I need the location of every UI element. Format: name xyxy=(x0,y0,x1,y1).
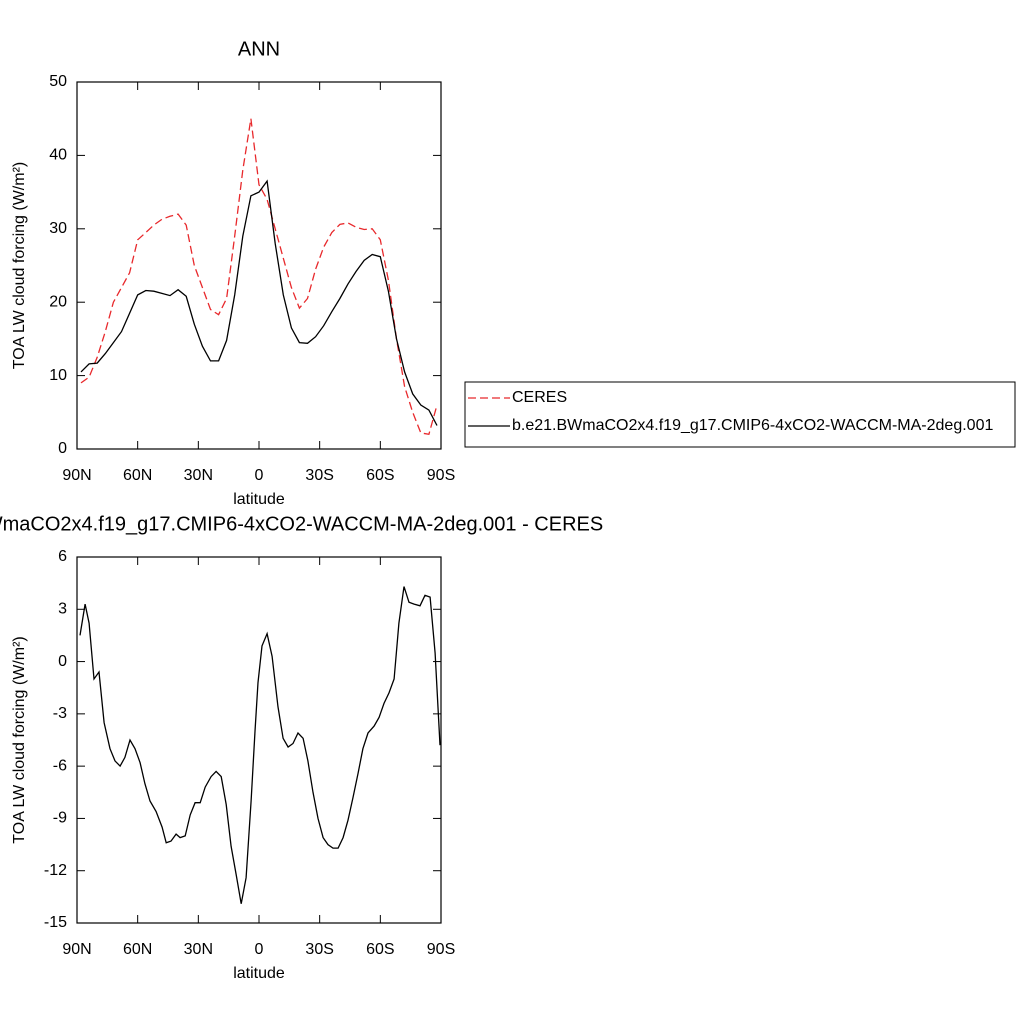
y-tick-label: 0 xyxy=(58,440,67,457)
y-tick-label: -15 xyxy=(44,914,67,931)
data-line xyxy=(79,586,441,904)
y-tick-label: 30 xyxy=(49,220,67,237)
y-tick-label: 6 xyxy=(58,548,67,565)
y-tick-label: 0 xyxy=(58,653,67,670)
x-tick-label: 60N xyxy=(123,467,152,484)
y-tick-label: 3 xyxy=(58,601,67,618)
y-tick-label: 50 xyxy=(49,73,67,90)
data-line xyxy=(80,179,438,426)
y-tick-label: -9 xyxy=(53,810,67,827)
y-tick-label: 10 xyxy=(49,367,67,384)
x-axis-label: latitude xyxy=(233,965,285,982)
x-tick-label: 60N xyxy=(123,941,152,958)
x-axis-label: latitude xyxy=(233,491,285,508)
x-tick-label: 90S xyxy=(427,467,455,484)
chart-title: ANN xyxy=(238,38,280,60)
y-tick-label: 40 xyxy=(49,147,67,164)
chart-title: b.e21.BWmaCO2x4.f19_g17.CMIP6-4xCO2-WACC… xyxy=(0,513,603,535)
y-tick-label: 20 xyxy=(49,293,67,310)
y-tick-label: -12 xyxy=(44,862,67,879)
y-tick-label: -3 xyxy=(53,705,67,722)
x-tick-label: 90N xyxy=(62,941,91,958)
x-tick-label: 30N xyxy=(184,467,213,484)
x-tick-label: 90N xyxy=(62,467,91,484)
plot-frame xyxy=(76,81,442,450)
x-tick-label: 0 xyxy=(255,941,264,958)
x-tick-label: 90S xyxy=(427,941,455,958)
plot-frame xyxy=(76,556,442,924)
legend-label: CERES xyxy=(512,389,567,406)
x-tick-label: 60S xyxy=(366,941,394,958)
legend-label: b.e21.BWmaCO2x4.f19_g17.CMIP6-4xCO2-WACC… xyxy=(512,417,993,434)
x-tick-label: 30N xyxy=(184,941,213,958)
y-axis-label: TOA LW cloud forcing (W/m²) xyxy=(11,162,28,369)
legend-box xyxy=(464,381,1016,448)
x-tick-label: 0 xyxy=(255,467,264,484)
y-tick-label: -6 xyxy=(53,757,67,774)
x-tick-label: 60S xyxy=(366,467,394,484)
y-axis-label: TOA LW cloud forcing (W/m²) xyxy=(11,636,28,843)
x-tick-label: 30S xyxy=(305,941,333,958)
x-tick-label: 30S xyxy=(305,467,333,484)
data-line xyxy=(80,118,438,436)
